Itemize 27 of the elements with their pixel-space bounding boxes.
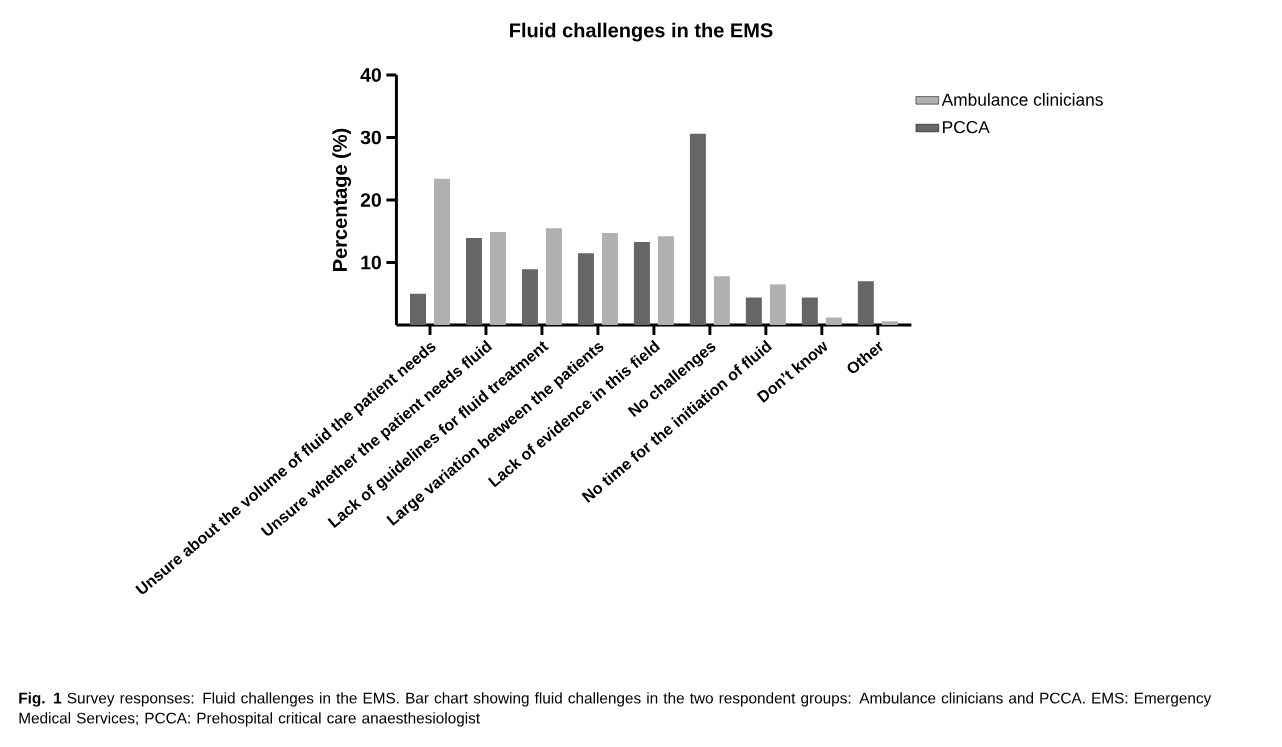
bar [434, 178, 450, 325]
bar [881, 321, 898, 325]
y-tick-label: 10 [361, 255, 381, 270]
y-tick-label: 20 [360, 193, 381, 207]
y-axis-title: Percentage (%) [332, 128, 352, 271]
legend-label: Ambulance clinicians [941, 93, 1103, 106]
bar [689, 133, 706, 325]
bar [801, 297, 818, 325]
bar [633, 241, 650, 325]
text: Fig. 1 Survey responses: Fluid challenges in the EMS. Bar chart showing fluid challenges in the two respondent groups: Ambulance clinicians and PCCA. EMS: Emergency Medical Services; PCCA: Prehospital critical care anaesthesiologist [19, 692, 1212, 727]
bar [657, 236, 674, 325]
bar [857, 281, 874, 325]
legend-label: PCCA [943, 120, 990, 134]
bar [825, 317, 842, 325]
y-tick-label: 30 [360, 130, 381, 145]
bar [545, 228, 562, 325]
bar [769, 284, 786, 325]
bar [489, 231, 506, 325]
bar [745, 297, 762, 325]
bar [601, 233, 618, 325]
chart-title: Fluid challenges in the EMS [510, 22, 773, 42]
bar [521, 269, 538, 325]
bar [465, 238, 482, 325]
bar [577, 253, 594, 325]
y-tick-label: 40 [360, 68, 381, 82]
bar [713, 276, 730, 325]
bar [410, 293, 426, 325]
